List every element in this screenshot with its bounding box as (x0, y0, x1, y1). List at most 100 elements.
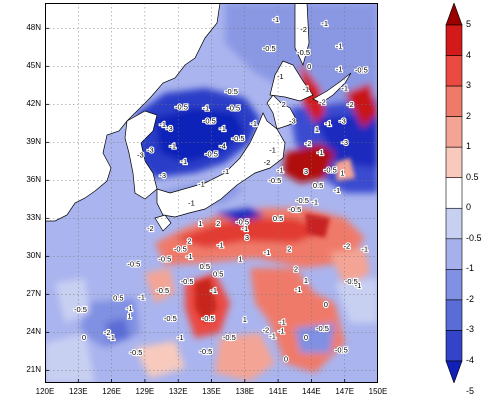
contour-label: -1 (264, 248, 271, 257)
contour-label: -1 (279, 318, 286, 327)
contour-label: -0.5 (268, 176, 281, 185)
contour-label: 0 (307, 62, 311, 71)
contour-label: -0.5 (203, 116, 216, 125)
contour-label: -0.5 (288, 205, 301, 214)
graticule (45, 3, 378, 383)
contour-label: -3 (166, 124, 173, 133)
colorbar-level-label: 4 (466, 49, 472, 60)
contour-label: 0 (304, 333, 308, 342)
colorbar-segment (445, 299, 463, 331)
contour-label: 2 (282, 100, 286, 109)
contour-label: -1 (277, 72, 284, 81)
contour-label: -1 (186, 252, 193, 261)
contour-label: -1 (336, 64, 343, 73)
contour-labels: -1-2-1-1-0.5 -0.50 -1 -0.5-1-1 -1-0.5-0.5-1-… (73, 14, 369, 365)
contour-label: -0.5 (232, 134, 245, 143)
contour-label: 0.5 (200, 262, 210, 271)
contour-label: -0.5 (181, 277, 194, 286)
colorbar-segment (445, 146, 463, 179)
contour-label: -1 (217, 241, 224, 250)
contour-label: -1 (273, 15, 280, 24)
contour-label: 0.5 (113, 294, 123, 303)
contour-label: -0.5 (355, 66, 368, 75)
lon-tick-label: 147E (335, 387, 355, 396)
contour-label: 3 (245, 233, 249, 242)
contour-label: -0.5 (199, 347, 212, 356)
lat-tick-label: 21N (26, 365, 41, 375)
contour-label: -1 (126, 304, 133, 313)
contour-label: -1 (317, 148, 324, 157)
contour-label: -1 (198, 180, 205, 189)
colorbar-level-label: -4 (466, 355, 475, 365)
contour-label: -1 (159, 120, 166, 129)
contour-label: -4 (219, 142, 226, 151)
contour-label: -1 (223, 167, 230, 176)
contour-label: 0 (82, 333, 86, 342)
contour-label: 0 (284, 355, 288, 364)
contour-label: -0.5 (316, 324, 329, 333)
contour-label: -1 (325, 119, 332, 128)
lon-tick-label: 123E (68, 387, 88, 396)
contour-label: -0.5 (324, 166, 337, 175)
contour-label: -2 (305, 139, 312, 148)
contour-label: -0.5 (205, 149, 218, 158)
contour-label: -1 (138, 292, 145, 301)
contour-label: -1 (311, 197, 318, 206)
contour-label: 1 (127, 311, 131, 320)
contour-label: -0.5 (263, 44, 276, 53)
contour-label: -1 (177, 333, 184, 342)
colorbar-segment (445, 360, 463, 383)
contour-label: -0.5 (74, 305, 87, 314)
contour-label: -0.5 (296, 196, 309, 205)
colorbar (445, 3, 463, 383)
contour-label: -1 (361, 244, 368, 253)
contour-label: -1 (188, 199, 195, 208)
contour-label: -1 (108, 333, 115, 342)
contour-label: -1 (336, 42, 343, 51)
contour-label: -1 (180, 157, 187, 166)
colorbar-segment (445, 330, 463, 362)
contour-label: -0.5 (158, 254, 171, 263)
colorbar-level-label: 5 (466, 19, 472, 29)
colorbar-segment (445, 55, 463, 87)
contour-label: 3 (304, 167, 308, 176)
contour-label: -0.5 (227, 104, 240, 113)
colorbar-segment (445, 85, 463, 117)
map-plot: -1-2-1-1-0.5 -0.50 -1 -0.5-1-1 -1-0.5-0.5-1-… (45, 3, 378, 383)
contour-label: -1 (269, 146, 276, 155)
contour-label: -0.5 (175, 102, 188, 111)
lon-tick-label: 132E (168, 387, 188, 396)
contour-label: -0.5 (202, 314, 215, 323)
contour-label: -0.5 (174, 244, 187, 253)
lon-tick-label: 120E (35, 387, 55, 396)
contour-label: 2 (294, 265, 298, 274)
colorbar-level-label: 0.5 (466, 171, 479, 182)
contour-label: -1 (250, 119, 257, 128)
contour-label: -2 (319, 97, 326, 106)
contour-label: -2 (104, 328, 111, 337)
lon-tick-label: 138E (235, 387, 255, 396)
contour-label: 0 (324, 300, 328, 309)
contour-label: -3 (289, 116, 296, 125)
contour-label: -1 (334, 186, 341, 195)
colorbar-level-label: -2 (466, 293, 475, 304)
contour-label: 1 (198, 219, 202, 228)
lat-tick-label: 48N (26, 23, 41, 33)
contour-label: -3 (147, 146, 154, 155)
colorbar-segment (445, 24, 463, 56)
contour-label: -0.5 (297, 48, 310, 57)
lat-tick-label: 30N (26, 251, 41, 261)
contour-label: -2 (264, 158, 271, 167)
contour-label: -1 (295, 285, 302, 294)
lat-tick-label: 33N (26, 213, 41, 223)
colorbar-segment (445, 207, 463, 240)
contour-label: 1 (238, 254, 242, 263)
colorbar-level-label: 3 (466, 80, 472, 91)
contour-label: -1 (241, 224, 248, 233)
contour-label: 1 (304, 276, 308, 285)
colorbar-level-label: 2 (466, 110, 472, 121)
lon-tick-label: 129E (135, 387, 155, 396)
contour-label: -0.5 (223, 333, 236, 342)
contour-label: -0.5 (156, 286, 169, 295)
colorbar-segment (445, 177, 463, 209)
